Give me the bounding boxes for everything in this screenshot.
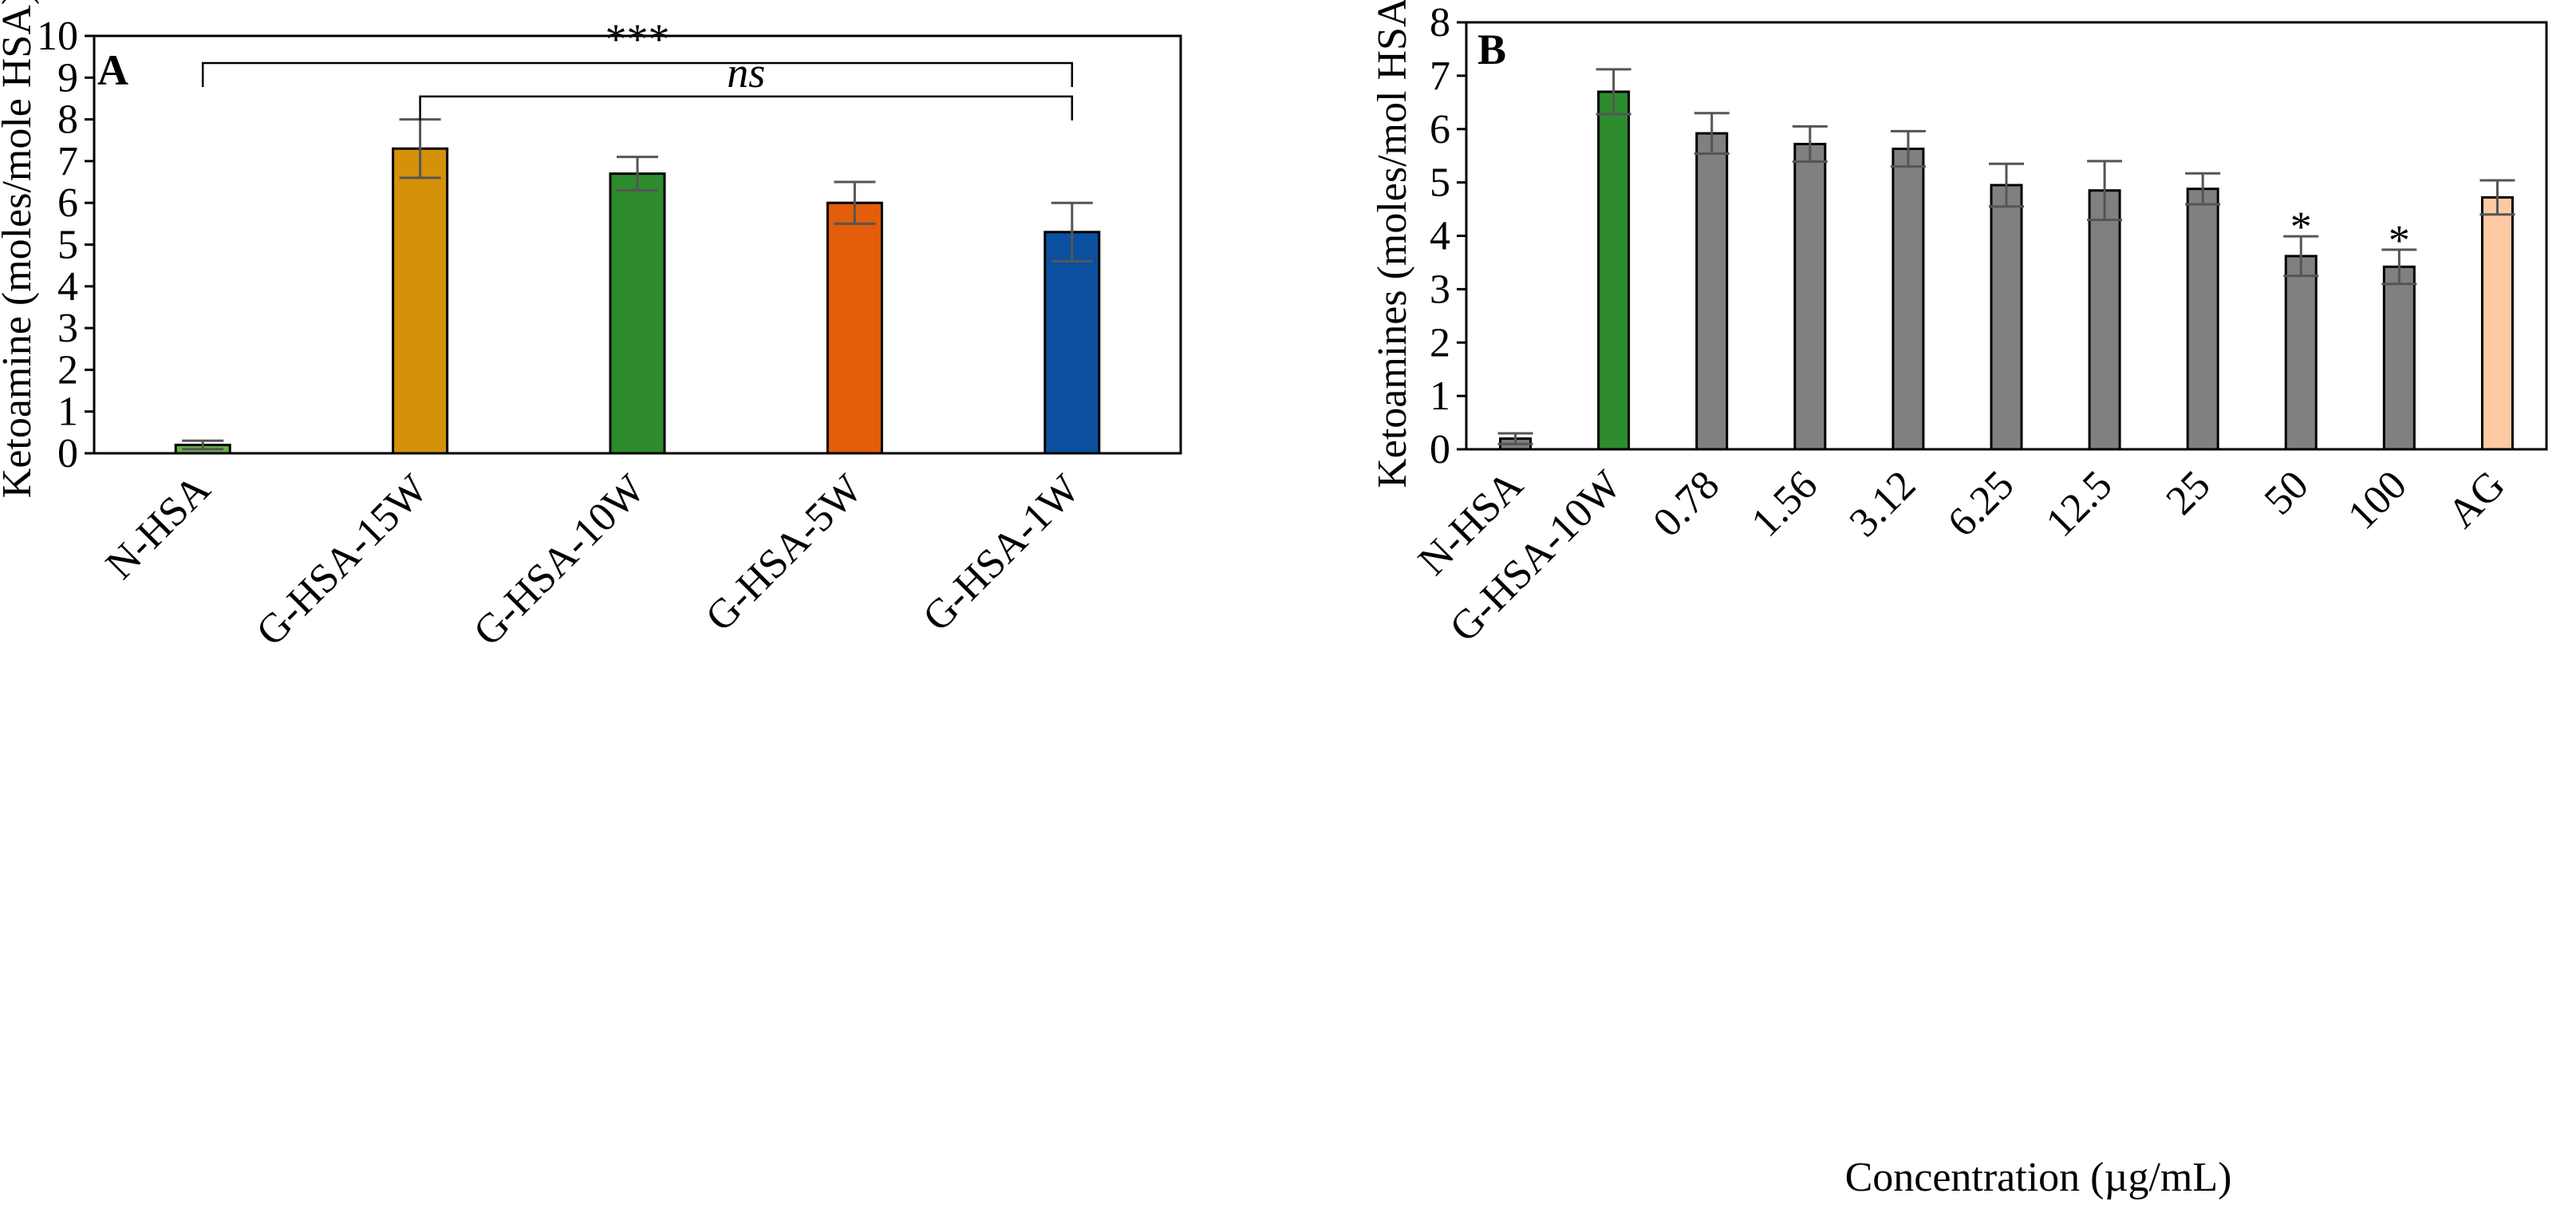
panel-a-y-tick-label-0: 0 (57, 431, 78, 476)
panel-b-x-tick-label-10: AG (2440, 462, 2514, 536)
panel-a-significance-bracket-0 (201, 61, 1074, 87)
panel-b-x-axis-title: Concentration (µg/mL) (1845, 1155, 2232, 1200)
panel-b-bar-3 (1793, 142, 1827, 451)
panel-a-x-tick-label-3: G-HSA-5W (697, 466, 871, 640)
panel-b-star-mark-0: * (2290, 203, 2312, 251)
panel-a-y-tick-label-2: 2 (57, 347, 78, 393)
panel-b-bar-6 (2088, 189, 2121, 451)
panel-b-y-tick-label-5: 5 (1430, 160, 1450, 206)
panel-a-bar-3 (826, 201, 883, 455)
panel-b-x-tick-label-8: 50 (2256, 462, 2318, 524)
panel-b-y-tick-label-1: 1 (1430, 373, 1450, 419)
panel-b-x-tick-label-1: G-HSA-10W (1442, 462, 1630, 650)
panel-b-x-tick-label-5: 6.25 (1939, 462, 2023, 546)
panel-a-y-tick-label-1: 1 (57, 389, 78, 435)
panel-b-y-tick-label-8: 8 (1430, 0, 1450, 45)
panel-b-y-tick-label-2: 2 (1430, 320, 1450, 366)
panel-a-y-tick-label-5: 5 (57, 223, 78, 268)
panel-b-y-tick-label-0: 0 (1430, 427, 1450, 472)
panel-b-y-tick-label-6: 6 (1430, 107, 1450, 152)
panel-a-y-tick-label-8: 8 (57, 97, 78, 143)
panel-b-bar-1 (1597, 90, 1631, 451)
panel-b-bar-9 (2382, 265, 2416, 451)
panel-b-x-tick-label-9: 100 (2339, 462, 2415, 538)
panel-a-bar-2 (609, 172, 666, 455)
panel-b-x-tick-label-6: 12.5 (2038, 462, 2121, 546)
panel-b-x-tick-label-4: 3.12 (1841, 462, 1925, 546)
panel-b-bar-5 (1990, 184, 2023, 451)
panel-b-star-mark-1: * (2389, 216, 2410, 264)
panel-b-panel-label: B (1477, 26, 1506, 73)
panel-b-y-tick-label-7: 7 (1430, 53, 1450, 99)
panel-b-bar-8 (2284, 255, 2318, 451)
panel-b-bar-2 (1695, 132, 1729, 451)
panel-a-y-tick-label-4: 4 (57, 264, 78, 310)
panel-a-significance-label-1: ns (727, 49, 765, 97)
panel-a-significance-label-0: *** (606, 15, 670, 63)
panel-a-bar-4 (1043, 231, 1101, 455)
panel-b-y-tick-label-4: 4 (1430, 214, 1450, 259)
panel-b-x-tick-label-7: 25 (2158, 462, 2219, 524)
panel-b-bar-7 (2186, 188, 2219, 451)
panel-a-y-tick-label-9: 9 (57, 55, 78, 101)
panel-a-x-tick-label-1: G-HSA-15W (248, 466, 436, 654)
panel-b-x-tick-label-2: 0.78 (1645, 462, 1729, 546)
panel-a-y-axis-title: Ketoamine (moles/mole HSA) (0, 0, 40, 498)
panel-a-significance-bracket-1 (419, 95, 1074, 121)
panel-a-y-tick-label-6: 6 (57, 180, 78, 226)
panel-a-y-tick-label-10: 10 (37, 14, 78, 59)
panel-a-x-tick-label-4: G-HSA-1W (914, 466, 1088, 640)
panel-a-bar-1 (392, 147, 449, 455)
panel-b-y-axis-title: Ketoamines (moles/mol HSA) (1370, 0, 1415, 488)
panel-a-x-tick-label-2: G-HSA-10W (465, 466, 653, 654)
panel-a-x-tick-label-0: N-HSA (97, 466, 219, 588)
panel-a-panel-label: A (97, 46, 128, 94)
panel-b-x-tick-label-3: 1.56 (1743, 462, 1827, 546)
panel-b-bar-4 (1892, 147, 1925, 451)
panel-b-y-tick-label-3: 3 (1430, 267, 1450, 312)
panel-a-y-tick-label-7: 7 (57, 139, 78, 184)
panel-a-y-tick-label-3: 3 (57, 306, 78, 351)
panel-b-bar-10 (2480, 196, 2514, 451)
